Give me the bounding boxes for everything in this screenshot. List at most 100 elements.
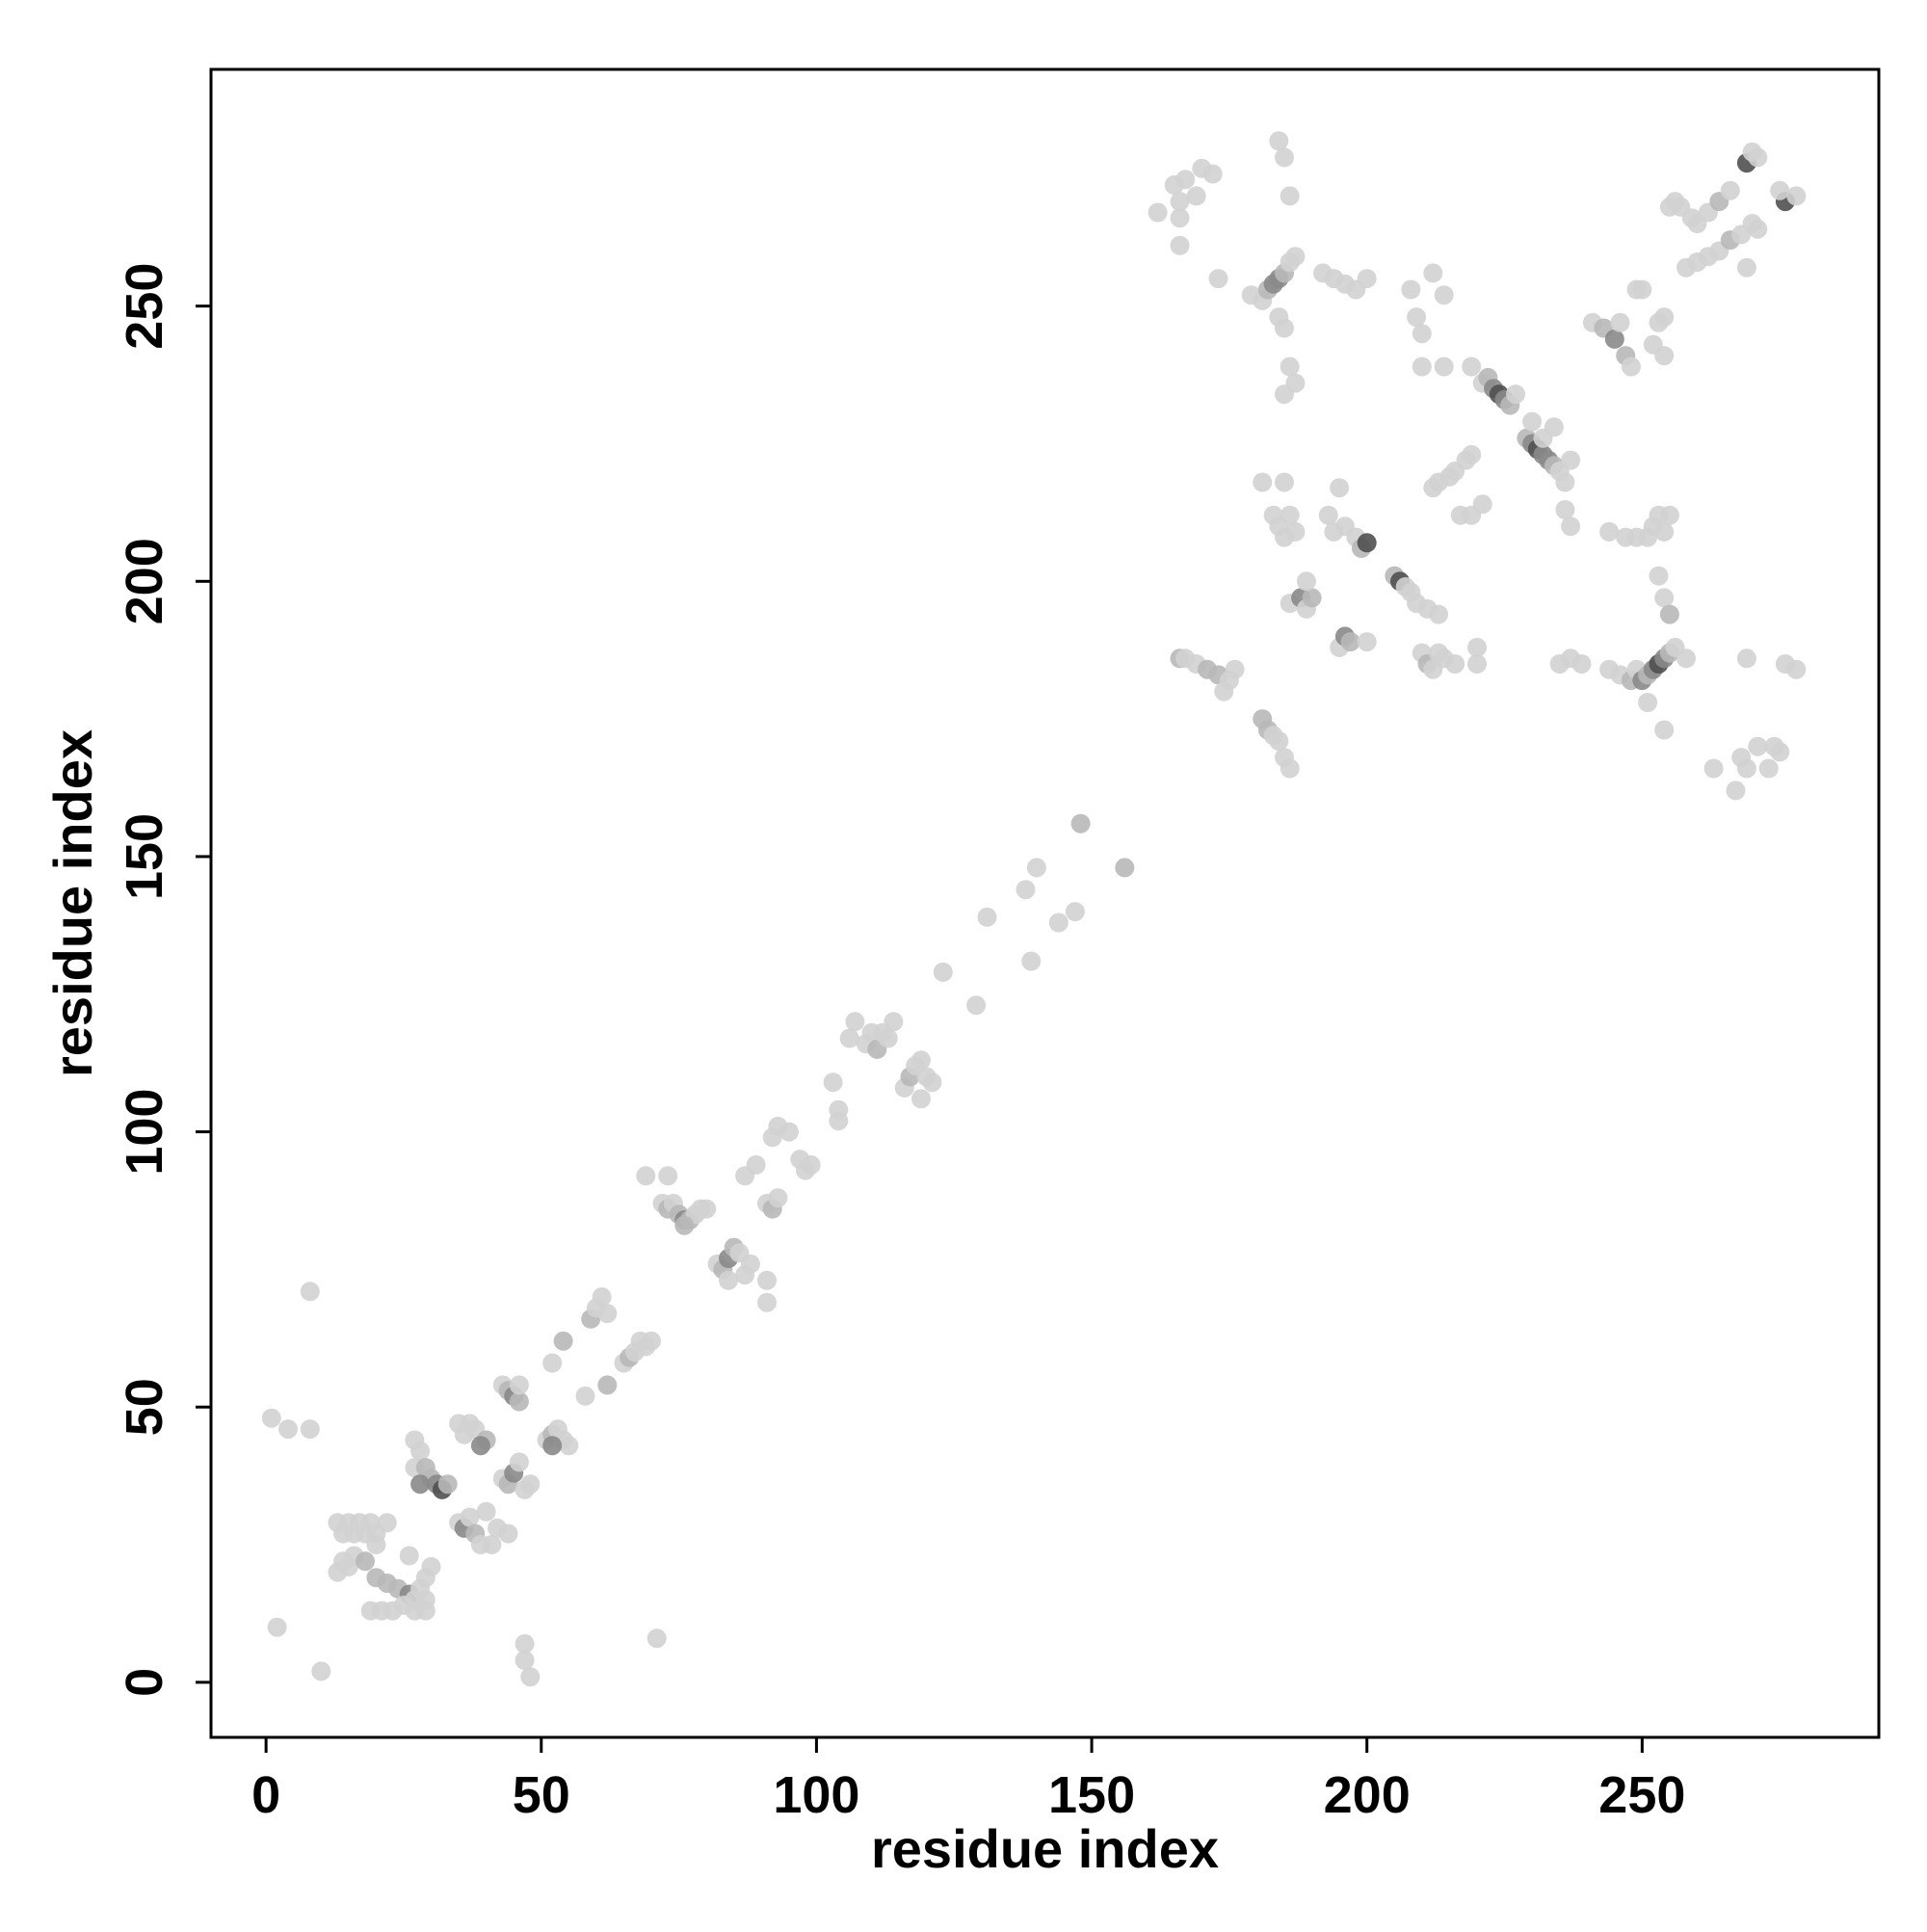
x-tick-label: 50 — [513, 1766, 570, 1824]
data-point — [1401, 279, 1421, 300]
data-point — [1748, 219, 1768, 239]
data-point — [1726, 781, 1746, 801]
y-tick-label: 50 — [116, 1378, 173, 1436]
data-point — [1654, 346, 1675, 366]
data-point — [1202, 164, 1223, 184]
x-tick-label: 100 — [773, 1766, 859, 1824]
data-point — [1654, 521, 1675, 542]
data-point — [1659, 604, 1679, 624]
data-point — [884, 1012, 904, 1032]
data-point — [261, 1408, 281, 1428]
data-point — [746, 1154, 766, 1175]
data-point — [1758, 758, 1779, 779]
data-point — [1423, 263, 1443, 283]
data-point — [911, 1089, 931, 1109]
data-point — [542, 1436, 563, 1456]
data-point — [311, 1661, 331, 1681]
x-tick-label: 200 — [1324, 1766, 1411, 1824]
x-axis-ticks: 0 50 100 150 200 250 — [251, 1737, 1685, 1824]
data-point — [1659, 505, 1679, 525]
data-point — [1340, 632, 1360, 652]
data-point — [1253, 472, 1273, 492]
data-point — [768, 1188, 788, 1208]
data-point — [377, 1513, 397, 1533]
data-point — [399, 1546, 419, 1566]
data-point — [1357, 269, 1377, 289]
data-point — [1649, 566, 1669, 586]
x-tick-label: 250 — [1598, 1766, 1685, 1824]
data-point — [1275, 384, 1294, 405]
data-point — [1269, 731, 1289, 751]
data-point — [1736, 257, 1756, 278]
data-point — [1434, 285, 1454, 305]
data-point — [829, 1099, 849, 1120]
data-point — [674, 1215, 695, 1235]
y-tick-label: 150 — [116, 813, 173, 900]
data-point — [1048, 913, 1069, 933]
data-point — [1148, 202, 1168, 223]
data-point — [1654, 307, 1675, 328]
data-point — [498, 1523, 518, 1544]
data-point — [460, 1507, 480, 1527]
x-tick-label: 0 — [251, 1766, 280, 1824]
data-point — [801, 1154, 821, 1175]
points-layer — [261, 131, 1807, 1687]
data-point — [1296, 571, 1316, 592]
data-point — [1280, 186, 1300, 206]
data-point — [1770, 180, 1790, 200]
data-point — [757, 1270, 777, 1290]
data-point — [1736, 758, 1756, 779]
data-point — [1599, 521, 1620, 542]
data-point — [482, 1535, 502, 1554]
data-point — [636, 1166, 656, 1186]
data-point — [553, 1331, 573, 1351]
data-point — [1610, 312, 1630, 332]
data-point — [1506, 384, 1525, 405]
data-point — [1434, 357, 1454, 377]
data-point — [1170, 192, 1190, 212]
data-point — [1703, 758, 1724, 779]
data-point — [719, 1270, 738, 1290]
data-point — [520, 1474, 541, 1495]
data-point — [1621, 357, 1641, 377]
data-point — [845, 1012, 865, 1032]
data-point — [476, 1501, 496, 1522]
data-point — [1115, 858, 1135, 878]
data-point — [1462, 444, 1482, 464]
data-point — [697, 1199, 717, 1219]
data-point — [933, 962, 953, 982]
data-point — [542, 1353, 563, 1373]
data-point — [1275, 318, 1294, 338]
data-point — [1638, 693, 1658, 712]
data-point — [1285, 247, 1306, 267]
data-point — [1065, 902, 1085, 922]
x-axis-label: residue index — [871, 1818, 1219, 1879]
data-point — [515, 1633, 535, 1654]
data-point — [1676, 648, 1696, 669]
data-point — [437, 1474, 458, 1495]
y-tick-label: 250 — [116, 263, 173, 350]
data-point — [839, 1028, 859, 1048]
data-point — [1225, 659, 1245, 679]
data-point — [1561, 450, 1581, 470]
data-point — [356, 1551, 375, 1572]
data-point — [1275, 472, 1294, 492]
y-tick-label: 100 — [116, 1089, 173, 1176]
data-point — [1571, 654, 1592, 674]
data-point — [1021, 951, 1042, 971]
data-point — [1445, 654, 1465, 674]
data-point — [1467, 637, 1487, 657]
data-point — [1770, 742, 1790, 762]
data-point — [922, 1072, 942, 1093]
data-point — [1357, 632, 1377, 652]
data-point — [1407, 307, 1427, 328]
data-point — [421, 1556, 441, 1576]
data-point — [1786, 186, 1807, 206]
data-point — [1302, 588, 1322, 608]
data-point — [520, 1667, 541, 1687]
data-point — [1462, 357, 1482, 377]
data-point — [1214, 681, 1234, 701]
data-point — [300, 1282, 320, 1302]
